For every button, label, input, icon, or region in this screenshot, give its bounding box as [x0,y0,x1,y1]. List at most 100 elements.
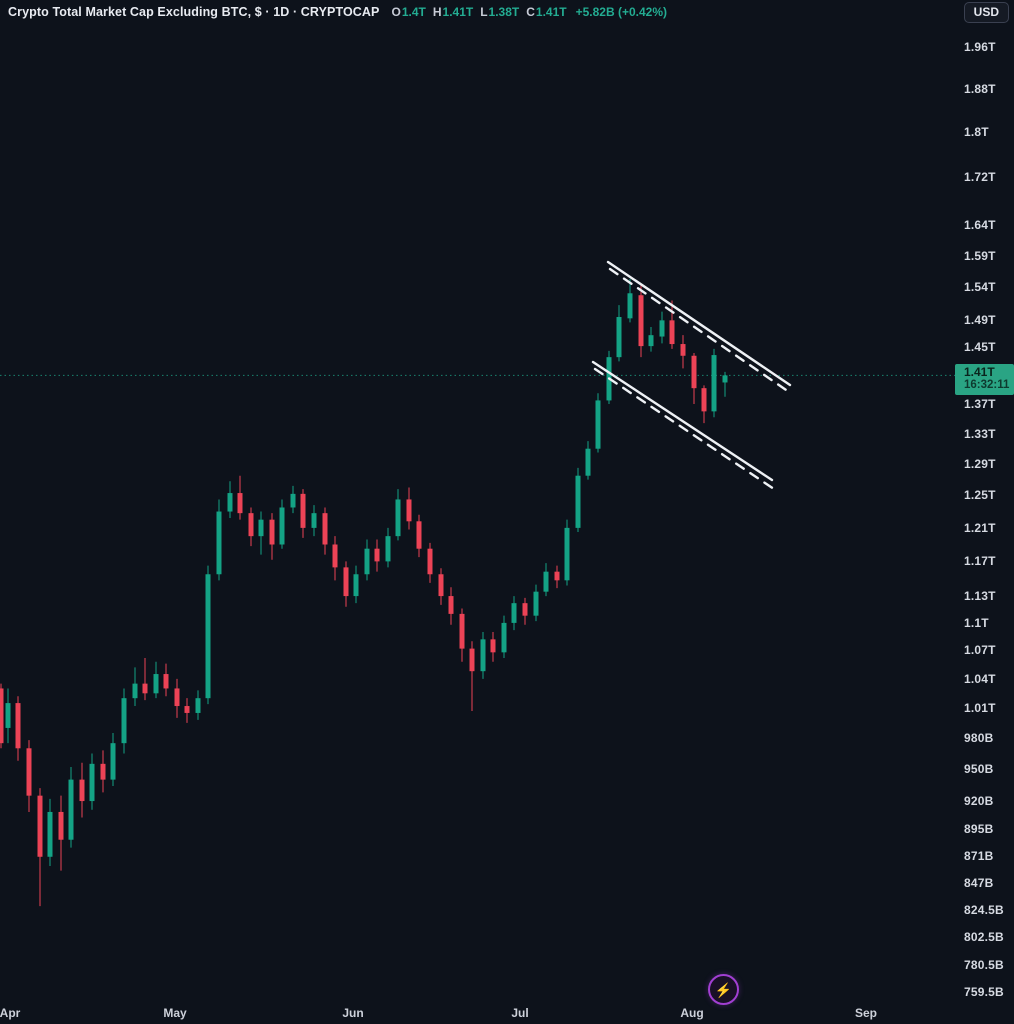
candle [638,284,644,358]
time-axis[interactable]: Apr May Jun Jul Aug Sep [0,1003,1014,1024]
candle [269,513,275,560]
price-tick: 920B [964,794,994,809]
price-tick: 871B [964,848,994,863]
open-label: O [391,5,401,19]
low-label: L [480,5,488,19]
price-tick: 1.25T [964,488,996,503]
candle [427,542,433,583]
candle [585,441,591,480]
candle [290,485,296,514]
candle [648,327,654,352]
candle [216,499,222,581]
lightning-glyph: ⚡ [714,981,733,998]
time-tick-jul: Jul [511,1006,529,1020]
price-tick: 1.01T [964,701,996,715]
symbol-title[interactable]: Crypto Total Market Cap Excluding BTC, $… [8,5,380,19]
candle [669,300,675,349]
price-tick: 950B [964,762,994,777]
price-axis[interactable]: 1.41T 16:32:11 1.96T 1.88T 1.8T 1.72T 1.64T 1… [955,0,1014,1004]
candle [311,505,317,537]
open-value: 1.4T [401,5,426,19]
price-tick: 1.54T [964,280,996,295]
close-label: C [526,5,535,19]
price-tick: 802.5B [964,930,1004,945]
candle [438,568,444,605]
price-tick: 847B [964,876,994,891]
candle [522,597,528,625]
price-tick: 1.45T [964,340,996,355]
candle [616,305,622,362]
candle [711,348,717,418]
candle [5,688,11,744]
candle [353,565,359,604]
change-value: +5.82B (+0.42%) [575,5,667,19]
candle [68,766,74,848]
candle [89,753,95,810]
channel-upper-dashed[interactable] [608,267,794,396]
candle [691,352,697,405]
candle [132,667,138,707]
candle [26,740,32,812]
time-tick-jun: Jun [342,1006,364,1020]
close-value: 1.41T [535,5,567,19]
candle [575,467,581,533]
candle [469,641,475,711]
low-value: 1.38T [488,5,520,19]
candle [79,762,85,818]
high-value: 1.41T [442,5,474,19]
candle [406,487,412,530]
candle [279,499,285,549]
high-label: H [432,5,442,19]
price-tick: 895B [964,821,994,836]
time-tick-apr: Apr [0,1006,21,1020]
price-tick: 1.13T [964,589,996,604]
candle [364,539,370,581]
price-tick: 1.37T [964,397,996,412]
price-tick: 1.64T [964,217,996,232]
time-tick-may: May [163,1006,187,1020]
candle [258,511,264,555]
candle [227,481,233,519]
price-tick: 1.29T [964,457,996,472]
price-tick: 1.21T [964,520,996,535]
candle [659,311,665,344]
currency-button[interactable]: USD [963,2,1009,23]
candle [680,335,686,369]
candle [595,393,601,453]
candle [385,527,391,568]
lightning-icon[interactable]: ⚡ [708,974,739,1005]
candle [374,539,380,572]
price-tick: 1.49T [964,313,996,328]
candle [300,489,306,538]
candle [15,696,21,761]
ohlc-values: O1.4T H1.41T L1.38T C1.41T +5.82B (+0.42… [391,5,667,19]
candle [174,678,180,718]
candle [37,788,43,907]
time-tick-aug: Aug [680,1006,704,1020]
candle [564,519,570,586]
price-tick: 759.5B [964,985,1004,1000]
candle [237,475,243,520]
candle [184,698,190,723]
candle [533,584,539,622]
price-tick: 1.88T [964,81,996,96]
chart-header: Crypto Total Market Cap Excluding BTC, $… [8,3,954,21]
candle [459,608,465,662]
candle [511,596,517,631]
price-tick: 1.59T [964,248,996,263]
candle [448,587,454,625]
candle [627,279,633,323]
candle [195,690,201,720]
candle [554,565,560,589]
channel-upper-solid[interactable] [606,260,792,387]
price-tick: 1.07T [964,643,996,658]
candle [0,683,4,749]
candle [121,688,127,754]
channel-lower-dashed[interactable] [593,367,776,491]
channel-lower-solid[interactable] [591,360,774,482]
price-tick: 1.1T [964,615,989,630]
price-tick: 780.5B [964,958,1004,972]
price-tick: 1.17T [964,554,996,569]
